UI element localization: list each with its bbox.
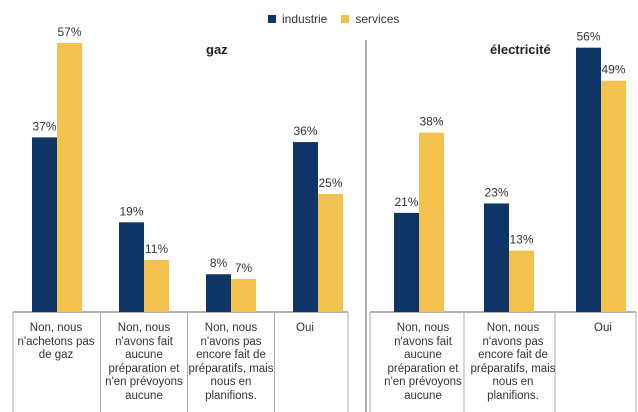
bar-elec-industrie-3 <box>576 47 601 313</box>
bar-gaz-industrie-2 <box>119 222 144 312</box>
legend-item-industrie: industrie <box>268 12 327 26</box>
bar-elec-services-1 <box>419 132 444 312</box>
bar-gaz-services-1 <box>57 42 82 313</box>
data-label-gaz-services-3: 7% <box>235 261 253 275</box>
data-label-elec-industrie-2: 23% <box>484 185 508 199</box>
category-label-gaz-1: Non, nous n'achetons pas de gaz <box>17 322 95 361</box>
data-label-elec-industrie-3: 56% <box>576 30 600 44</box>
category-label-elec-1: Non, nous n'avons fait aucune préparatio… <box>384 322 462 402</box>
legend-label-services: services <box>355 12 400 26</box>
panel-title-electricite: électricité <box>490 42 551 57</box>
data-label-gaz-industrie-4: 36% <box>293 124 317 138</box>
category-label-elec-2: Non, nous n'avons pas encore fait de pré… <box>470 322 556 402</box>
bar-elec-services-3 <box>601 80 626 312</box>
data-label-gaz-services-1: 57% <box>57 25 81 39</box>
legend-label-industrie: industrie <box>282 12 328 26</box>
data-label-elec-services-2: 13% <box>509 233 533 247</box>
bar-gaz-industrie-1 <box>32 137 57 312</box>
bar-elec-services-2 <box>509 250 534 312</box>
data-label-gaz-industrie-2: 19% <box>119 204 143 218</box>
data-label-elec-services-3: 49% <box>601 63 625 77</box>
data-label-gaz-services-2: 11% <box>145 242 168 256</box>
bar-gaz-services-4 <box>318 194 343 312</box>
data-label-elec-services-1: 38% <box>419 115 443 129</box>
data-label-gaz-services-4: 25% <box>318 176 342 190</box>
bar-gaz-industrie-3 <box>206 274 231 312</box>
legend-item-services: services <box>341 12 399 26</box>
bar-gaz-industrie-4 <box>293 142 318 312</box>
data-label-gaz-industrie-3: 8% <box>210 256 228 270</box>
bar-gaz-services-2 <box>144 260 169 312</box>
legend-swatch-services <box>341 15 350 23</box>
bar-elec-industrie-1 <box>394 212 419 312</box>
bar-gaz-services-3 <box>231 278 256 312</box>
category-label-elec-3: Oui <box>594 322 612 334</box>
panel-title-gaz: gaz <box>206 42 228 57</box>
legend-swatch-industrie <box>268 15 276 23</box>
data-label-elec-industrie-1: 21% <box>394 195 418 209</box>
category-label-gaz-2: Non, nous n'avons fait aucune préparatio… <box>105 322 183 402</box>
data-label-gaz-industrie-1: 37% <box>32 119 56 133</box>
bar-elec-industrie-2 <box>484 203 509 312</box>
category-label-gaz-4: Oui <box>296 322 314 334</box>
category-label-gaz-3: Non, nous n'avons pas encore fait de pré… <box>188 322 274 402</box>
legend: industrie services <box>268 12 399 26</box>
